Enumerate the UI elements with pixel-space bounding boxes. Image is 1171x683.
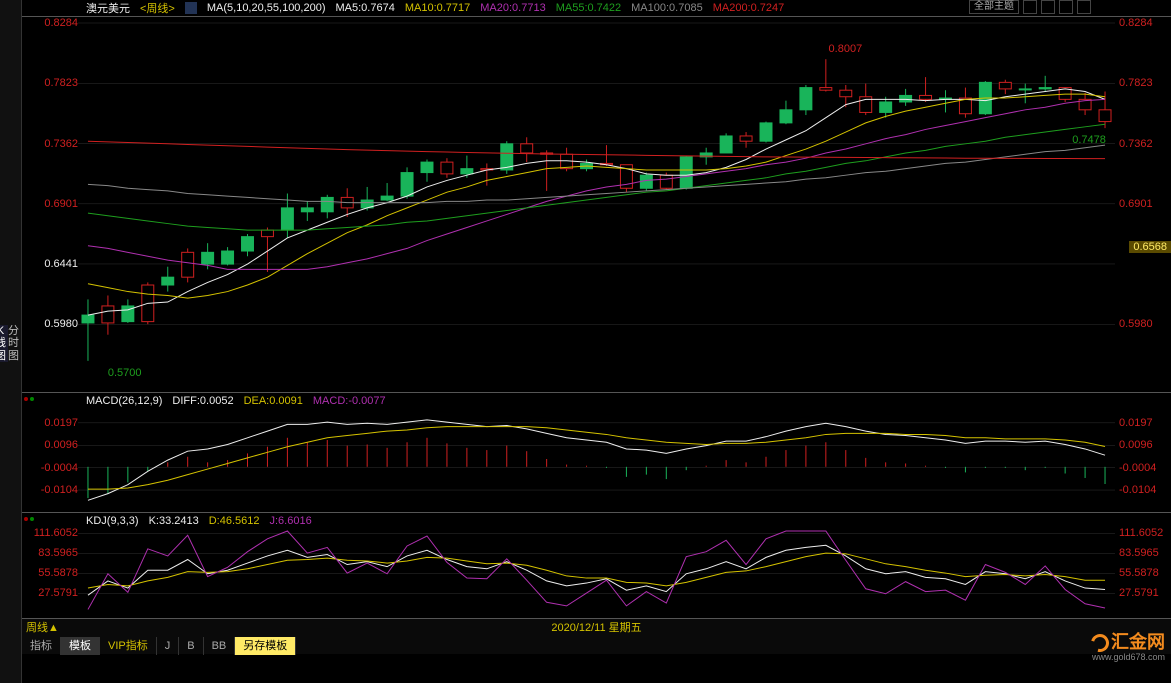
bottom-tab[interactable]: J [157,637,180,655]
chart-header: 澳元美元 <周线> MA(5,10,20,55,100,200) MA5:0.7… [22,0,1171,16]
ma-value: MA20:0.7713 [480,2,545,14]
bottom-tab[interactable]: BB [204,637,236,655]
y-tick: -0.0104 [1119,484,1171,496]
y-tick: 111.6052 [22,527,78,539]
indicator-icon[interactable] [185,2,197,14]
y-tick: 0.0096 [1119,439,1171,451]
period-label: <周线> [140,0,175,16]
ma-value: MA200:0.7247 [713,2,785,14]
ma-value: MA55:0.7422 [556,2,621,14]
tool-icon[interactable] [1041,0,1055,14]
y-tick: 0.0197 [1119,417,1171,429]
y-tick: -0.0004 [22,462,78,474]
y-tick: 0.5980 [1119,318,1171,330]
tool-icon[interactable] [1077,0,1091,14]
kdj-d: D:46.5612 [209,515,260,527]
tool-icon[interactable] [1023,0,1037,14]
y-tick: 0.8284 [1119,17,1171,29]
y-tick: 27.5791 [22,587,78,599]
ma-value: MA5:0.7674 [336,2,395,14]
y-tick: 0.5980 [22,318,78,330]
ma-value: MA100:0.7085 [631,2,703,14]
bottom-tab[interactable]: B [179,637,203,655]
price-marker: 0.5700 [108,367,142,379]
y-tick: 0.7362 [1119,138,1171,150]
y-tick: 0.7362 [22,138,78,150]
y-tick: 0.0096 [22,439,78,451]
macd-panel[interactable]: MACD(26,12,9) DIFF:0.0052 DEA:0.0091 MAC… [22,392,1171,512]
macd-dea: DEA:0.0091 [244,395,303,407]
tool-icon[interactable] [1059,0,1073,14]
y-tick: 111.6052 [1119,527,1171,539]
y-tick: 83.5965 [1119,547,1171,559]
date-label: 2020/12/11 星期五 [551,619,641,635]
bottom-tab[interactable]: 另存模板 [235,637,296,655]
y-tick: 0.6901 [22,198,78,210]
timeframe-label[interactable]: 周线▲ [26,619,59,635]
side-tab[interactable]: K线图 [0,325,8,361]
top-toolbar: 全部主题 [969,0,1091,14]
y-tick: 27.5791 [1119,587,1171,599]
kdj-title: KDJ(9,3,3) [86,515,139,527]
y-tick: 55.5878 [22,567,78,579]
y-tick: 0.6901 [1119,198,1171,210]
footer: 周线▲ 2020/12/11 星期五 指标模板VIP指标JBBB另存模板 [22,618,1171,654]
price-marker: 0.7478 [1072,134,1106,146]
bottom-tab[interactable]: 指标 [22,637,61,655]
y-tick: 0.8284 [22,17,78,29]
macd-diff: DIFF:0.0052 [172,395,233,407]
side-tab[interactable]: 分时图 [8,325,21,361]
side-tabs: 分时图K线图闪电图合约资料 [0,0,22,683]
y-tick: 83.5965 [22,547,78,559]
ma-value: MA10:0.7717 [405,2,470,14]
watermark-logo: 汇金网 www.gold678.com [1091,633,1165,663]
bottom-tabs: 指标模板VIP指标JBBB另存模板 [22,637,1171,655]
y-tick: -0.0104 [22,484,78,496]
theme-button[interactable]: 全部主题 [969,0,1019,14]
y-tick: 0.7823 [22,77,78,89]
y-tick: -0.0004 [1119,462,1171,474]
ma-setting: MA(5,10,20,55,100,200) [207,2,326,14]
price-panel[interactable]: 0.8284 0.7823 0.7362 0.6901 0.6441 0.5980 0.8… [22,16,1171,392]
macd-value: MACD:-0.0077 [313,395,386,407]
y-tick: 55.5878 [1119,567,1171,579]
current-price-badge: 0.6568 [1129,241,1171,253]
y-tick: 0.7823 [1119,77,1171,89]
bottom-tab[interactable]: VIP指标 [100,637,157,655]
symbol-name: 澳元美元 [86,0,130,16]
y-tick: 0.0197 [22,417,78,429]
price-marker: 0.8007 [829,43,863,55]
kdj-panel[interactable]: KDJ(9,3,3) K:33.2413 D:46.5612 J:6.6016 … [22,512,1171,618]
y-tick: 0.6441 [22,258,78,270]
macd-title: MACD(26,12,9) [86,395,162,407]
kdj-j: J:6.6016 [270,515,312,527]
bottom-tab[interactable]: 模板 [61,637,100,655]
kdj-k: K:33.2413 [149,515,199,527]
